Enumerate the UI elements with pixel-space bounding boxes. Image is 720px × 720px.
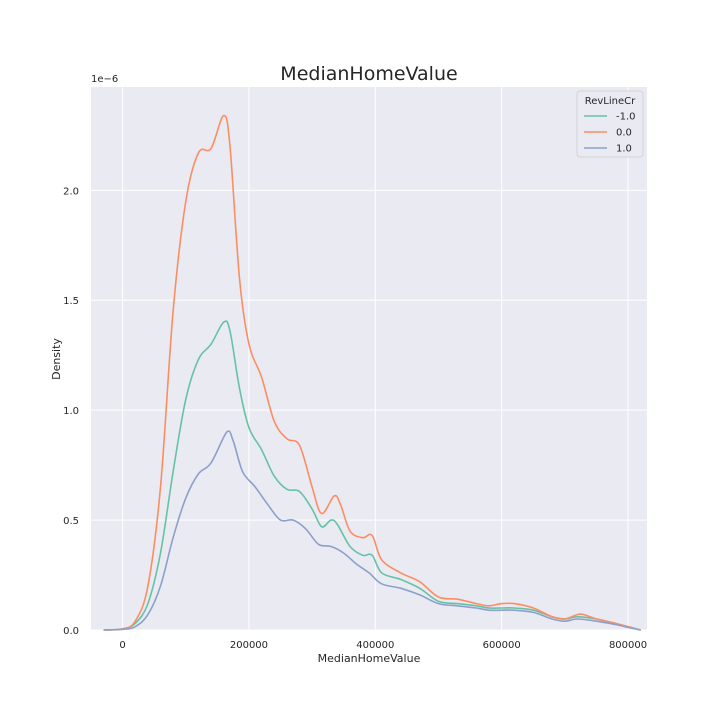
legend-label: 0.0 xyxy=(616,128,632,139)
series-lines xyxy=(103,114,641,631)
x-tick-label: 600000 xyxy=(483,640,521,651)
legend-label: -1.0 xyxy=(616,112,636,123)
series-line--1.0 xyxy=(103,320,641,631)
y-offset-text: 1e−6 xyxy=(91,74,118,85)
legend-label: 1.0 xyxy=(616,144,632,155)
y-tick-label: 1.0 xyxy=(63,406,79,417)
x-tick-label: 800000 xyxy=(609,640,647,651)
x-axis-label: MedianHomeValue xyxy=(318,652,421,665)
legend-title: RevLineCr xyxy=(585,96,636,107)
chart-title: MedianHomeValue xyxy=(280,63,457,85)
series-line-0.0 xyxy=(103,114,641,631)
y-tick-labels: 0.0 0.5 1.0 1.5 2.0 xyxy=(63,186,79,637)
x-tick-label: 200000 xyxy=(230,640,268,651)
y-tick-label: 0.0 xyxy=(63,626,79,637)
y-tick-label: 0.5 xyxy=(63,516,79,527)
legend-frame xyxy=(576,90,644,158)
plot-area xyxy=(91,87,647,630)
x-tick-label: 400000 xyxy=(356,640,394,651)
x-tick-labels: 0 200000 400000 600000 800000 xyxy=(119,640,647,651)
y-tick-label: 1.5 xyxy=(63,296,79,307)
y-axis-label: Density xyxy=(50,338,63,380)
series-line-1.0 xyxy=(103,430,641,631)
legend: RevLineCr -1.0 0.0 1.0 xyxy=(576,90,644,158)
x-tick-label: 0 xyxy=(119,640,125,651)
legend-items: -1.0 0.0 1.0 xyxy=(584,112,636,155)
y-tick-label: 2.0 xyxy=(63,186,79,197)
